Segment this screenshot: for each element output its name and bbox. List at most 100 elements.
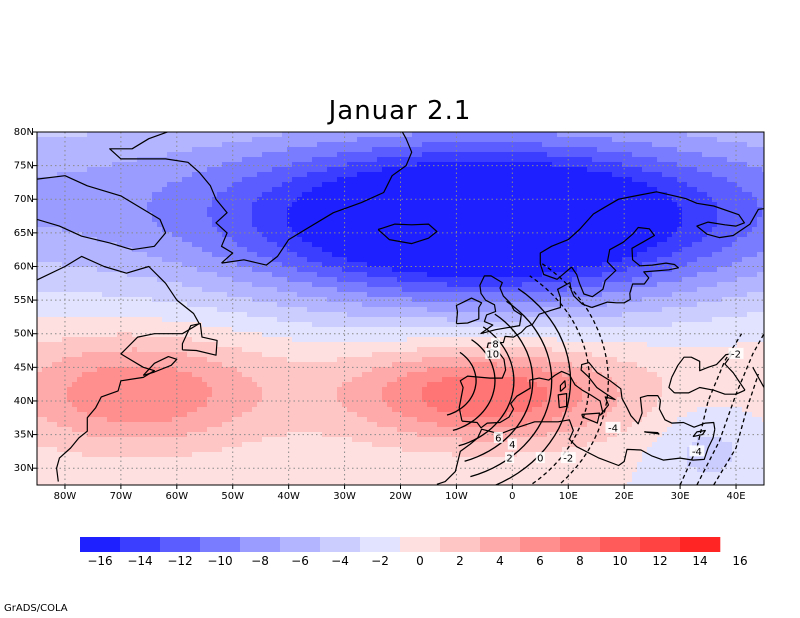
lat-tick-label: 65N	[14, 228, 34, 239]
colorbar-label: 0	[416, 554, 424, 568]
latitude-ticks: 80N 75N 70N 65N 60N 55N 50N 45N 40N 35N 30N	[14, 127, 37, 474]
contour-line	[446, 351, 477, 416]
map-title: Januar 2.1	[328, 96, 472, 126]
colorbar-swatch	[360, 537, 401, 552]
lon-tick-label: 20E	[615, 491, 634, 502]
lat-tick-label: 35N	[14, 430, 34, 441]
colorbar-label: −10	[207, 554, 232, 568]
colorbar-swatch	[240, 537, 281, 552]
colorbar-swatch	[200, 537, 241, 552]
coastline	[559, 380, 567, 392]
lat-tick-label: 40N	[14, 396, 34, 407]
colorbar-label: 16	[732, 554, 747, 568]
coastline	[658, 400, 716, 430]
contour-label: -4	[692, 447, 702, 458]
contour-line	[529, 275, 591, 485]
colorbar-label: −2	[371, 554, 389, 568]
lon-tick-label: 40W	[277, 491, 300, 502]
contour-line	[464, 313, 534, 462]
lat-tick-label: 50N	[14, 329, 34, 340]
colorbar-label: 2	[456, 554, 464, 568]
coastline	[644, 431, 660, 435]
colorbar-label: 8	[576, 554, 584, 568]
colorbar-label: 14	[692, 554, 707, 568]
coastlines	[37, 132, 764, 485]
coastline	[752, 367, 764, 388]
lon-tick-label: 80W	[54, 491, 77, 502]
coastline	[455, 297, 483, 325]
lat-tick-label: 45N	[14, 362, 34, 373]
contour-label: 10	[486, 349, 499, 360]
contour-label: 4	[509, 440, 515, 451]
colorbar-swatch	[600, 537, 641, 552]
colorbar-swatch	[400, 537, 441, 552]
colorbar-swatch	[480, 537, 521, 552]
coastline	[37, 255, 200, 482]
coastline	[479, 275, 522, 335]
coastline	[181, 323, 218, 356]
colorbar-label: 12	[652, 554, 667, 568]
lat-tick-label: 55N	[14, 295, 34, 306]
contour-line	[494, 288, 572, 485]
colorbar-swatch	[440, 537, 481, 552]
lon-tick-label: 20W	[389, 491, 412, 502]
colorbar-swatch	[560, 537, 601, 552]
colorbar-label: 4	[496, 554, 504, 568]
coastline	[671, 353, 746, 391]
lon-tick-label: 10E	[559, 491, 578, 502]
lat-tick-label: 60N	[14, 261, 34, 272]
coastline	[109, 132, 413, 266]
coastline	[461, 362, 662, 429]
colorbar-label: −4	[331, 554, 349, 568]
colorbar-swatch	[320, 537, 361, 552]
colorbar-swatch	[680, 537, 721, 552]
lon-tick-label: 70W	[110, 491, 133, 502]
contour-label: 0	[537, 454, 543, 465]
footer-label: GrADS/COLA	[4, 603, 68, 614]
colorbar-label: 10	[612, 554, 627, 568]
coastline	[571, 226, 679, 309]
colorbar-label: −12	[167, 554, 192, 568]
lon-tick-label: 50W	[221, 491, 244, 502]
longitude-ticks: 80W 70W 60W 50W 40W 30W 20W 10W 0 10E 20E 30E 40E	[54, 485, 746, 502]
colorbar-swatch	[120, 537, 161, 552]
contour-line	[713, 373, 760, 485]
colorbar-swatch	[520, 537, 561, 552]
coastline	[458, 282, 593, 422]
coastline	[142, 356, 178, 376]
colorbar-swatch	[160, 537, 201, 552]
lat-tick-label: 80N	[14, 127, 34, 138]
colorbar-swatch	[280, 537, 321, 552]
lat-tick-label: 30N	[14, 463, 34, 474]
lon-tick-label: 40E	[727, 491, 746, 502]
colorbar-label: −16	[87, 554, 112, 568]
colorbar-label: 6	[536, 554, 544, 568]
coastline	[668, 377, 675, 394]
contour-label: 6	[495, 433, 501, 444]
coastline	[37, 175, 167, 251]
contour-label: 2	[506, 454, 512, 465]
lat-tick-label: 70N	[14, 194, 34, 205]
contour-line	[541, 262, 610, 485]
coastline	[436, 419, 716, 485]
colorbar-swatch	[640, 537, 681, 552]
contour-labels: 810 64 2 0 -2 -4 -4 -2	[485, 337, 744, 465]
lon-tick-label: 30E	[671, 491, 690, 502]
contour-label: -2	[563, 454, 573, 465]
coastline	[692, 429, 706, 438]
lon-tick-label: 60W	[165, 491, 188, 502]
lon-tick-label: 0	[509, 491, 515, 502]
coastline	[581, 412, 601, 424]
lat-lon-grid	[37, 131, 764, 485]
coastline	[539, 191, 764, 280]
colorbar-label: −14	[127, 554, 152, 568]
colorbar-swatch	[80, 537, 121, 552]
coastline	[557, 393, 568, 409]
lat-tick-label: 75N	[14, 161, 34, 172]
colorbar: −16 −14 −12 −10 −8 −6 −4 −2 0 2 4 6 8 10 12 14 16	[80, 537, 748, 568]
colorbar-label: −8	[251, 554, 269, 568]
lon-tick-label: 30W	[333, 491, 356, 502]
coastline	[377, 223, 438, 245]
contour-line	[696, 333, 764, 485]
